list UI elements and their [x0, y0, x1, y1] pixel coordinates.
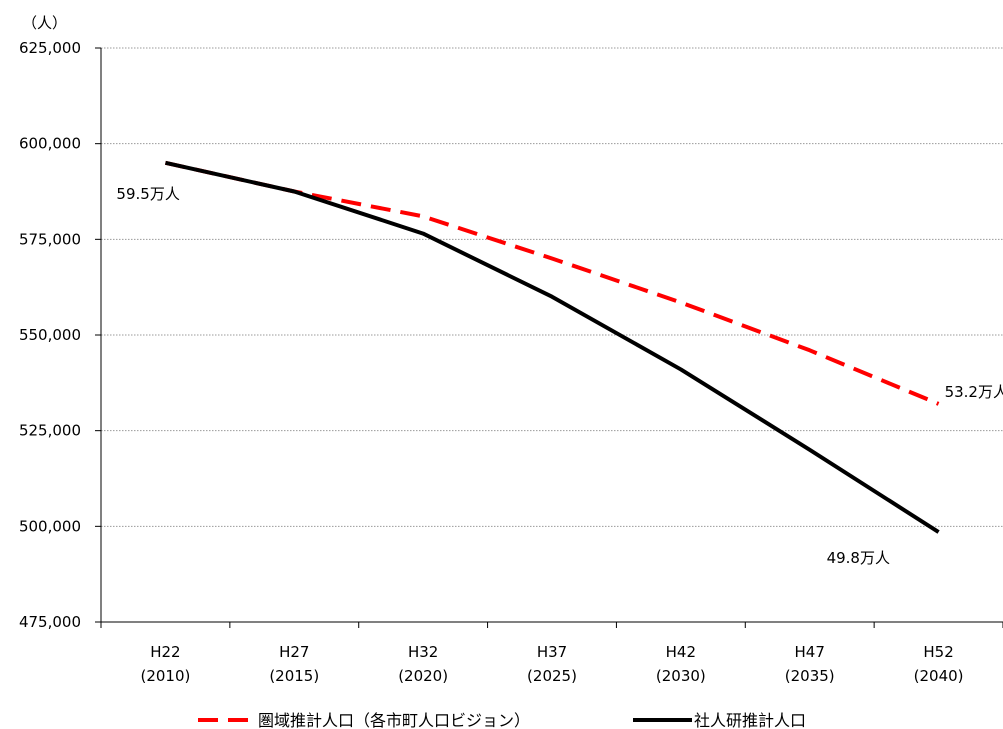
y-tick-labels: 475,000 500,000 525,000 550,000 575,000 600,0… [19, 39, 81, 631]
y-tick-label: 550,000 [19, 326, 81, 344]
y-tick-label: 575,000 [19, 230, 81, 248]
y-unit-label: （人） [22, 14, 67, 32]
x-tick-label-year: (2030) [656, 667, 706, 685]
x-tick-label-year: (2010) [140, 667, 190, 685]
x-tick-label-year: (2020) [398, 667, 448, 685]
y-tick-label: 500,000 [19, 517, 81, 535]
legend: 圏域推計人口（各市町人口ビジョン） 社人研推計人口 [198, 711, 806, 729]
y-tick-label: 625,000 [19, 39, 81, 57]
legend-label-ipss-estimate: 社人研推計人口 [694, 711, 806, 729]
gridlines [101, 47, 1003, 527]
x-tick-label-year: (2015) [269, 667, 319, 685]
series-lines [164, 160, 940, 534]
data-label: 59.5万人 [116, 185, 179, 203]
x-tick-label-era: H27 [279, 643, 309, 661]
axes [95, 47, 1003, 628]
x-tick-label-era: H42 [666, 643, 696, 661]
x-tick-label-era: H22 [150, 643, 180, 661]
x-tick-label-era: H32 [408, 643, 438, 661]
annotations: 59.5万人 53.2万人 49.8万人 [116, 185, 1003, 567]
y-tick-label: 475,000 [19, 613, 81, 631]
data-label: 53.2万人 [945, 383, 1003, 401]
x-tick-label-year: (2025) [527, 667, 577, 685]
series-line-prefecture-estimate [164, 160, 940, 406]
y-tick-label: 525,000 [19, 422, 81, 440]
data-label: 49.8万人 [827, 549, 890, 567]
x-tick-labels: H22 (2010) H27 (2015) H32 (2020) H37 (2025) H42 (… [140, 643, 963, 685]
x-tick-label-era: H37 [537, 643, 567, 661]
legend-label-prefecture-estimate: 圏域推計人口（各市町人口ビジョン） [258, 711, 530, 729]
x-tick-label-era: H52 [923, 643, 953, 661]
x-tick-label-era: H47 [795, 643, 825, 661]
series-line-ipss-estimate [164, 160, 940, 534]
y-tick-label: 600,000 [19, 135, 81, 153]
x-tick-label-year: (2035) [785, 667, 835, 685]
x-tick-label-year: (2040) [914, 667, 964, 685]
